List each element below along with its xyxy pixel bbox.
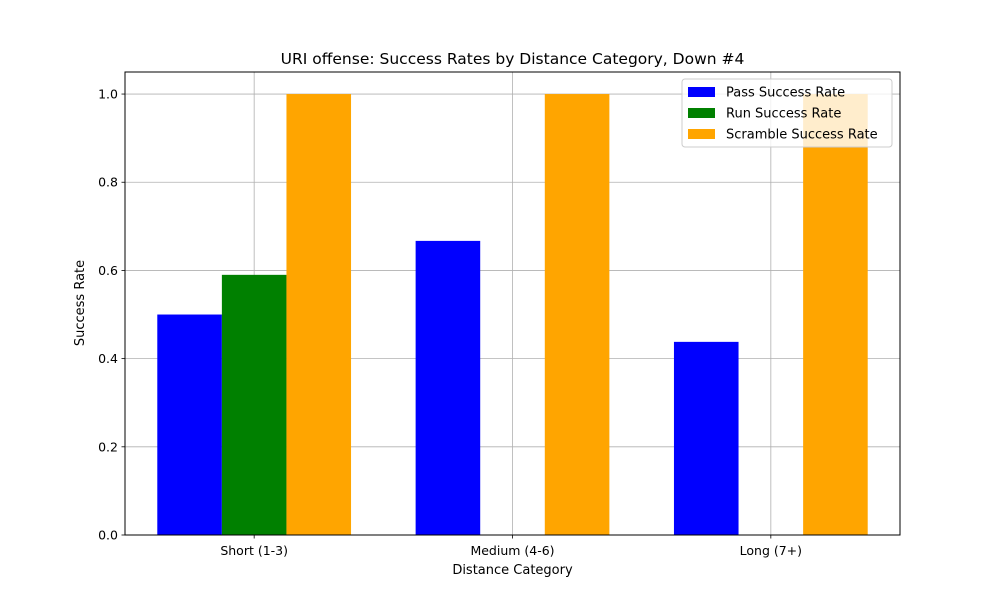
legend-swatch-run-success-rate <box>688 108 715 118</box>
legend-box <box>681 78 893 148</box>
bar-scramble-success-rate-long-7 <box>803 94 868 536</box>
bar-pass-success-rate-medium-4-6 <box>415 240 481 535</box>
y-tick-label: 0.0 <box>98 528 118 543</box>
ticks: 0.0 0.2 0.4 0.6 0.8 1.0 Short (1-3) Medium (4-6… <box>98 87 802 558</box>
legend-swatch-pass-success-rate <box>688 87 715 97</box>
y-axis-label: Success Rate <box>73 260 88 346</box>
y-tick-label: 0.4 <box>98 351 118 366</box>
y-tick-label: 0.2 <box>98 439 118 454</box>
x-tick-label: Medium (4-6) <box>470 543 554 558</box>
bar-scramble-success-rate-short-1-3 <box>286 94 352 536</box>
legend-swatch-scramble-success-rate <box>688 129 715 139</box>
bar-run-success-rate-short-1-3 <box>221 274 287 535</box>
legend-label: Scramble Success Rate <box>726 128 878 143</box>
x-tick-label: Short (1-3) <box>220 543 288 558</box>
bar-scramble-success-rate-medium-4-6 <box>544 94 610 536</box>
legend: Pass Success Rate Run Success Rate Scrambl… <box>681 78 893 148</box>
legend-label: Run Success Rate <box>726 107 841 122</box>
bar-pass-success-rate-short-1-3 <box>157 314 222 535</box>
x-tick-label: Long (7+) <box>740 543 802 558</box>
chart-title: URI offense: Success Rates by Distance C… <box>281 50 745 68</box>
y-tick-label: 0.8 <box>98 175 118 190</box>
y-tick-label: 0.6 <box>98 263 118 278</box>
bars <box>157 94 868 536</box>
x-axis-label: Distance Category <box>452 563 573 578</box>
bar-pass-success-rate-long-7 <box>673 341 739 535</box>
y-tick-label: 1.0 <box>98 87 118 102</box>
legend-label: Pass Success Rate <box>726 86 845 101</box>
